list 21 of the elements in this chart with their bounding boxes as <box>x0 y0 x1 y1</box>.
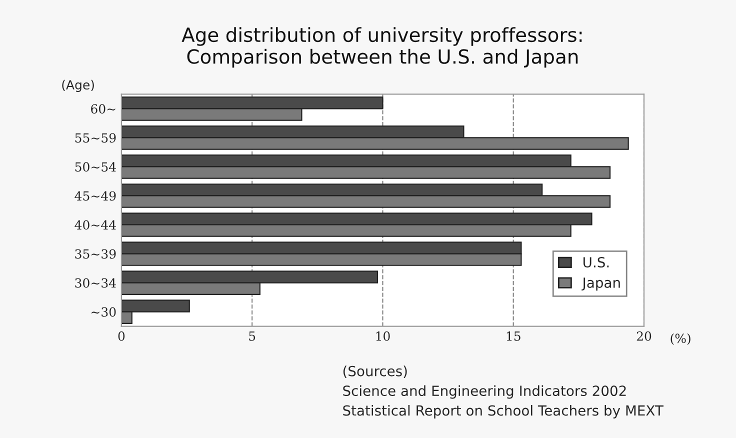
y-tick-label: 30~34 <box>75 278 116 288</box>
chart-title: Age distribution of university proffessors: Comparison between the U.S. and Japan <box>182 27 582 68</box>
x-tick-label: 20 <box>636 331 652 341</box>
legend-label: Japan <box>582 278 620 291</box>
y-tick-label: 40~44 <box>74 220 116 230</box>
text: Science and Engineering Indicators 2002 <box>343 385 626 399</box>
legend-label: U.S. <box>584 257 609 268</box>
x-tick-label: 0 <box>118 331 125 341</box>
x-tick-label: 5 <box>249 332 256 341</box>
y-tick-label: 50~54 <box>75 162 116 172</box>
x-tick-label: 15 <box>506 331 520 341</box>
y-tick-label: 45~49 <box>74 191 116 201</box>
y-tick-label: 60~ <box>91 104 116 114</box>
text: Statistical Report on School Teachers by MEXT <box>343 405 664 418</box>
x-axis-title: (%) <box>670 333 690 345</box>
x-tick-label: 10 <box>376 331 390 341</box>
y-tick-label: ~30 <box>92 307 116 317</box>
text: (Sources) <box>343 366 407 378</box>
y-tick-label: 55~59 <box>75 133 116 143</box>
y-tick-label: 35~39 <box>75 249 116 259</box>
y-axis-title: (Age) <box>62 80 94 92</box>
